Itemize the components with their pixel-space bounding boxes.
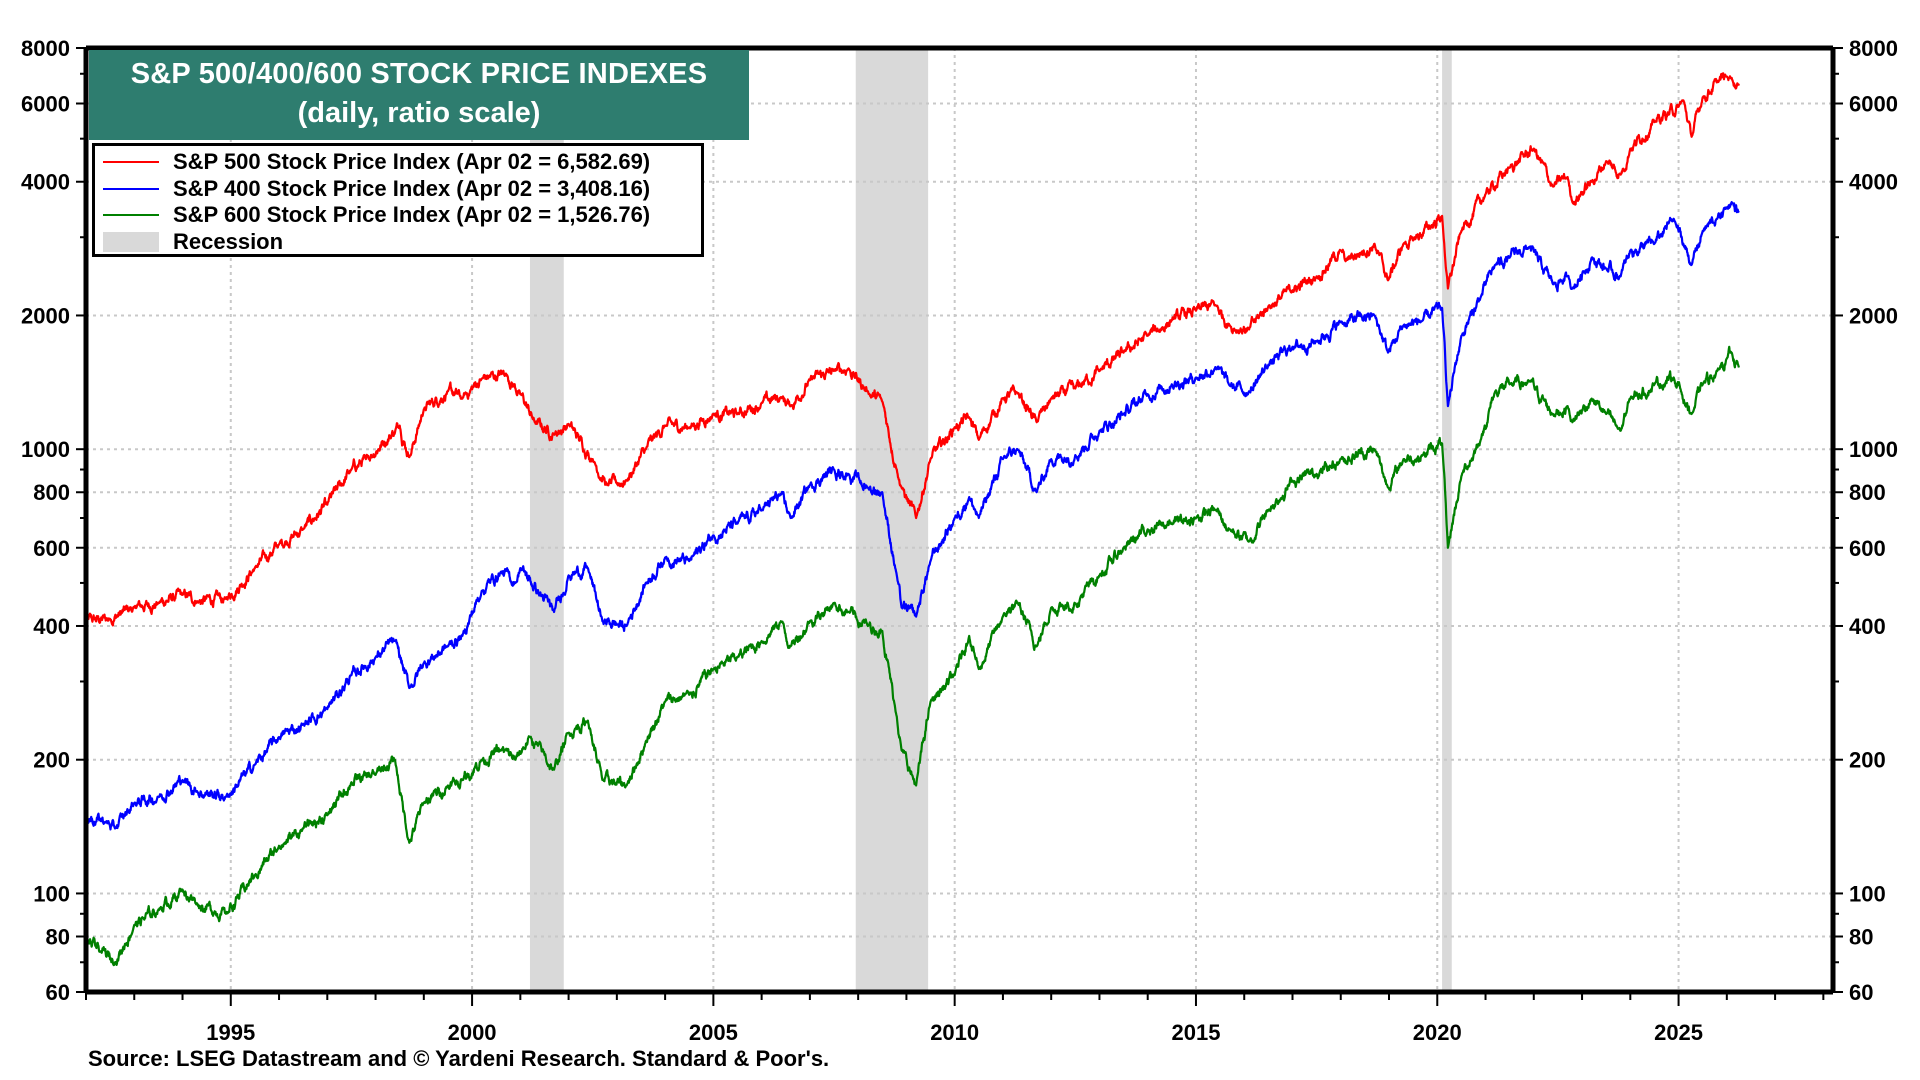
y-tick-label-right: 60 [1849,980,1873,1005]
y-tick-label-left: 1000 [21,437,70,462]
source-note: Source: LSEG Datastream and © Yardeni Re… [88,1046,830,1071]
x-tick-label: 2015 [1171,1020,1220,1045]
x-tick-label: 1995 [206,1020,255,1045]
y-tick-label-right: 1000 [1849,437,1898,462]
legend-swatch-sp600 [103,214,159,217]
series-line-sp500 [85,72,1740,627]
legend-swatch-sp500 [103,161,159,164]
chart-title: S&P 500/400/600 STOCK PRICE INDEXES [130,58,708,90]
legend-item-sp600: S&P 600 Stock Price Index (Apr 02 = 1,52… [103,202,693,229]
legend-swatch-sp400 [103,187,159,190]
y-tick-label-right: 400 [1849,614,1886,639]
y-tick-label-left: 6000 [21,92,70,117]
x-tick-label: 2025 [1654,1020,1703,1045]
y-tick-label-right: 800 [1849,480,1886,505]
y-tick-label-left: 80 [46,924,70,949]
legend-label-sp400: S&P 400 Stock Price Index (Apr 02 = 3,40… [173,175,651,201]
y-tick-label-left: 200 [33,748,70,773]
x-tick-label: 2000 [448,1020,497,1045]
series-line-sp400 [84,201,1740,831]
y-tick-label-right: 4000 [1849,170,1898,195]
y-tick-label-right: 200 [1849,748,1886,773]
y-tick-label-left: 800 [33,480,70,505]
x-tick-label: 2010 [930,1020,979,1045]
chart-subtitle: (daily, ratio scale) [297,97,541,129]
chart-title-box: S&P 500/400/600 STOCK PRICE INDEXES (dai… [89,50,749,140]
y-tick-label-left: 600 [33,536,70,561]
y-tick-label-right: 80 [1849,924,1873,949]
y-tick-label-right: 100 [1849,881,1886,906]
y-tick-label-left: 60 [46,980,70,1005]
legend-swatch-recession [103,231,159,252]
y-tick-label-left: 400 [33,614,70,639]
legend-label-sp500: S&P 500 Stock Price Index (Apr 02 = 6,58… [173,149,651,175]
y-tick-label-right: 2000 [1849,303,1898,328]
y-tick-label-right: 600 [1849,536,1886,561]
y-tick-label-left: 2000 [21,303,70,328]
y-tick-label-right: 8000 [1849,36,1898,61]
legend: S&P 500 Stock Price Index (Apr 02 = 6,58… [92,143,704,257]
legend-item-sp500: S&P 500 Stock Price Index (Apr 02 = 6,58… [103,149,693,176]
legend-label-sp600: S&P 600 Stock Price Index (Apr 02 = 1,52… [173,202,651,228]
legend-label-recession: Recession [173,228,284,254]
y-tick-label-right: 6000 [1849,92,1898,117]
series-lines [84,72,1740,967]
x-tick-label: 2005 [689,1020,738,1045]
x-tick-label: 2020 [1413,1020,1462,1045]
y-tick-label-left: 4000 [21,170,70,195]
recession-bar [855,48,929,992]
series-line-sp600 [85,345,1740,967]
legend-item-sp400: S&P 400 Stock Price Index (Apr 02 = 3,40… [103,176,693,203]
axes: 60 60 80 80 100 100 200 200 400 400 600 600 800 800 10… [21,36,1898,1045]
y-tick-label-left: 8000 [21,36,70,61]
legend-item-recession: Recession [103,229,693,256]
y-tick-label-left: 100 [33,881,70,906]
